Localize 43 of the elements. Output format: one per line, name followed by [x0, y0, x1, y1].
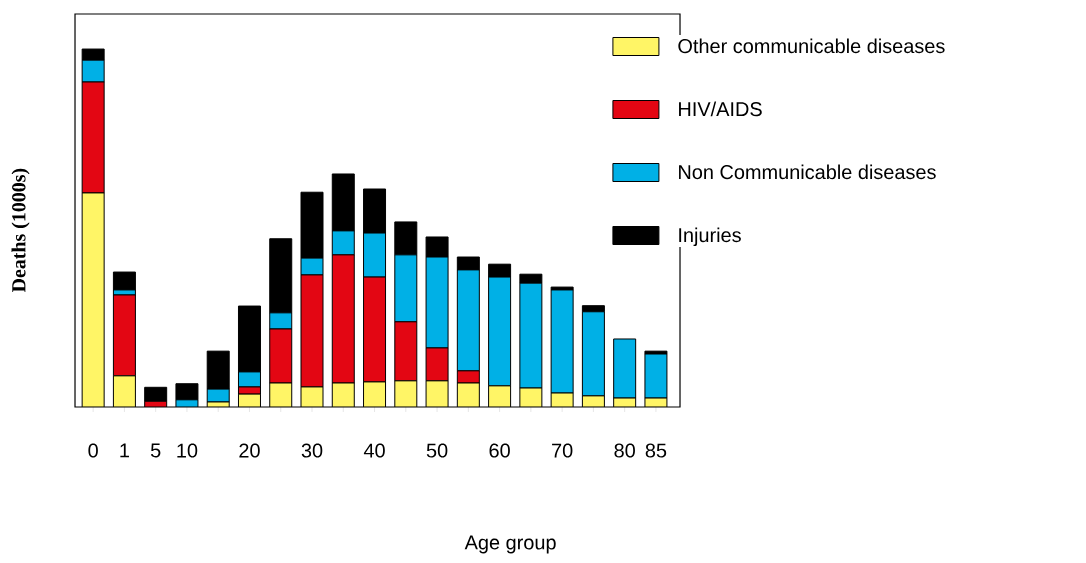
bar: [175, 383, 199, 401]
bar: [113, 375, 136, 407]
bar: [456, 269, 480, 372]
x-tick-label: 10: [177, 443, 198, 458]
x-tick-label: 85: [645, 443, 667, 458]
legend-label: Other communicable diseases: [678, 38, 945, 54]
x-tick-label: 30: [301, 443, 323, 458]
bar: [300, 191, 324, 259]
bar: [331, 254, 355, 384]
bar: [112, 271, 136, 291]
x-tick-label: 50: [426, 443, 448, 458]
legend-label: HIV/AIDS: [679, 101, 762, 117]
bar: [144, 386, 168, 402]
x-tick-label: 80: [614, 443, 635, 458]
bar: [394, 254, 418, 323]
bar: [613, 338, 637, 399]
bar: [269, 328, 293, 384]
bar: [394, 221, 418, 256]
x-tick-label: 1: [120, 443, 129, 458]
legend-label: Non Communicable diseases: [679, 164, 936, 180]
x-tick-label: 5: [150, 443, 161, 458]
y-axis-title: Deaths (1000s): [11, 168, 30, 293]
bar: [581, 311, 605, 397]
bar: [363, 188, 387, 234]
bar: [363, 276, 387, 383]
legend-label: Injuries: [679, 227, 741, 247]
x-tick-label: 40: [363, 443, 385, 458]
bar: [425, 236, 449, 258]
x-tick-label: 20: [239, 443, 260, 458]
bar: [237, 305, 261, 373]
bar: [331, 173, 355, 232]
x-tick-label: 0: [88, 443, 98, 458]
bar: [394, 321, 418, 382]
x-tick-label: 70: [552, 443, 573, 458]
x-tick-label: 60: [489, 443, 510, 458]
bar: [456, 256, 480, 271]
bar: [112, 294, 136, 377]
bar: [269, 238, 293, 314]
bar: [82, 192, 105, 407]
bar: [363, 232, 387, 278]
bar: [488, 276, 512, 387]
x-axis-title: Age group: [464, 535, 556, 554]
bar: [206, 350, 230, 390]
